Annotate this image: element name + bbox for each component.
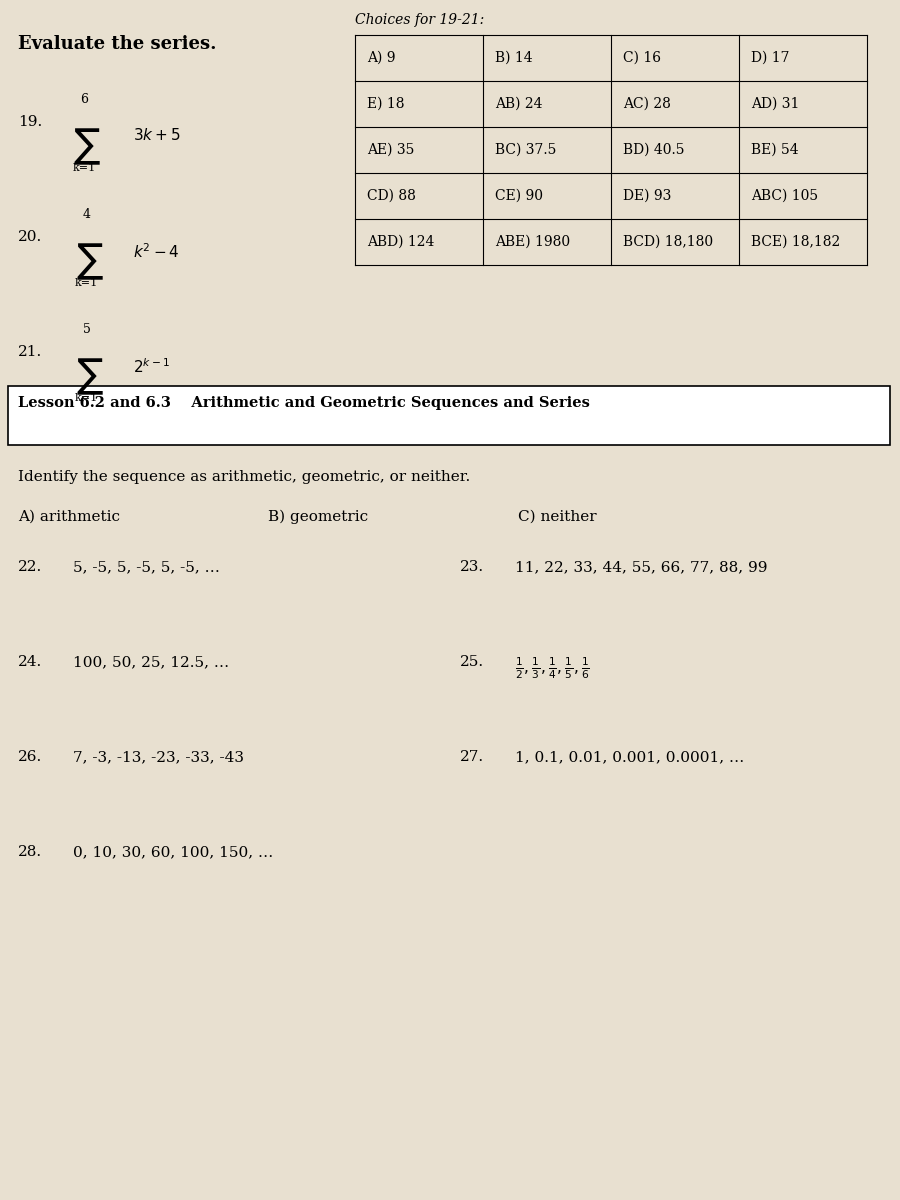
Text: $\sum$: $\sum$	[76, 356, 104, 397]
Text: 7, -3, -13, -23, -33, -43: 7, -3, -13, -23, -33, -43	[73, 750, 244, 764]
Text: 1, 0.1, 0.01, 0.001, 0.0001, …: 1, 0.1, 0.01, 0.001, 0.0001, …	[515, 750, 744, 764]
Text: 100, 50, 25, 12.5, …: 100, 50, 25, 12.5, …	[73, 655, 230, 670]
Text: AC) 28: AC) 28	[623, 97, 670, 110]
Text: D) 17: D) 17	[751, 50, 789, 65]
Text: 11, 22, 33, 44, 55, 66, 77, 88, 99: 11, 22, 33, 44, 55, 66, 77, 88, 99	[515, 560, 768, 574]
Text: 28.: 28.	[18, 845, 42, 859]
Text: ABE) 1980: ABE) 1980	[495, 235, 570, 248]
Text: DE) 93: DE) 93	[623, 190, 671, 203]
Text: Choices for 19-21:: Choices for 19-21:	[355, 13, 484, 26]
Text: $2^{k-1}$: $2^{k-1}$	[133, 356, 170, 376]
Text: BC) 37.5: BC) 37.5	[495, 143, 556, 157]
Text: Identify the sequence as arithmetic, geometric, or neither.: Identify the sequence as arithmetic, geo…	[18, 470, 470, 484]
Text: k=1: k=1	[75, 278, 98, 288]
Text: 25.: 25.	[460, 655, 484, 670]
Text: $\frac{1}{2}, \frac{1}{3}, \frac{1}{4}, \frac{1}{5}, \frac{1}{6}$: $\frac{1}{2}, \frac{1}{3}, \frac{1}{4}, …	[515, 655, 590, 680]
Text: A) arithmetic: A) arithmetic	[18, 510, 120, 524]
Text: BE) 54: BE) 54	[751, 143, 798, 157]
Text: 22.: 22.	[18, 560, 42, 574]
Text: $3k + 5$: $3k + 5$	[133, 127, 181, 143]
Text: CE) 90: CE) 90	[495, 190, 543, 203]
Text: k=1: k=1	[73, 163, 96, 173]
Text: 26.: 26.	[18, 750, 42, 764]
Text: 27.: 27.	[460, 750, 484, 764]
Text: Evaluate the series.: Evaluate the series.	[18, 35, 217, 53]
Text: CD) 88: CD) 88	[367, 190, 416, 203]
Text: BCD) 18,180: BCD) 18,180	[623, 235, 713, 248]
Text: 4: 4	[83, 208, 91, 221]
Text: 0, 10, 30, 60, 100, 150, …: 0, 10, 30, 60, 100, 150, …	[73, 845, 274, 859]
Text: A) 9: A) 9	[367, 50, 395, 65]
Text: B) 14: B) 14	[495, 50, 533, 65]
Text: Lesson 6.2 and 6.3    Arithmetic and Geometric Sequences and Series: Lesson 6.2 and 6.3 Arithmetic and Geomet…	[18, 396, 590, 410]
Text: $\sum$: $\sum$	[73, 127, 101, 168]
Text: k=1: k=1	[75, 392, 98, 403]
Text: AB) 24: AB) 24	[495, 97, 543, 110]
Text: 5, -5, 5, -5, 5, -5, …: 5, -5, 5, -5, 5, -5, …	[73, 560, 220, 574]
Text: C) neither: C) neither	[518, 510, 597, 524]
FancyBboxPatch shape	[8, 386, 890, 445]
Text: AE) 35: AE) 35	[367, 143, 414, 157]
Text: 23.: 23.	[460, 560, 484, 574]
Text: 5: 5	[83, 323, 91, 336]
Text: E) 18: E) 18	[367, 97, 404, 110]
Text: ABC) 105: ABC) 105	[751, 190, 818, 203]
Text: BCE) 18,182: BCE) 18,182	[751, 235, 841, 248]
Text: 24.: 24.	[18, 655, 42, 670]
Text: AD) 31: AD) 31	[751, 97, 799, 110]
Text: C) 16: C) 16	[623, 50, 661, 65]
Text: 6: 6	[80, 92, 88, 106]
Text: B) geometric: B) geometric	[268, 510, 368, 524]
Text: BD) 40.5: BD) 40.5	[623, 143, 685, 157]
Text: $k^2 - 4$: $k^2 - 4$	[133, 242, 180, 260]
Text: ABD) 124: ABD) 124	[367, 235, 435, 248]
Text: 20.: 20.	[18, 230, 42, 244]
Text: $\sum$: $\sum$	[76, 242, 104, 282]
Text: 19.: 19.	[18, 115, 42, 128]
Text: 21.: 21.	[18, 344, 42, 359]
